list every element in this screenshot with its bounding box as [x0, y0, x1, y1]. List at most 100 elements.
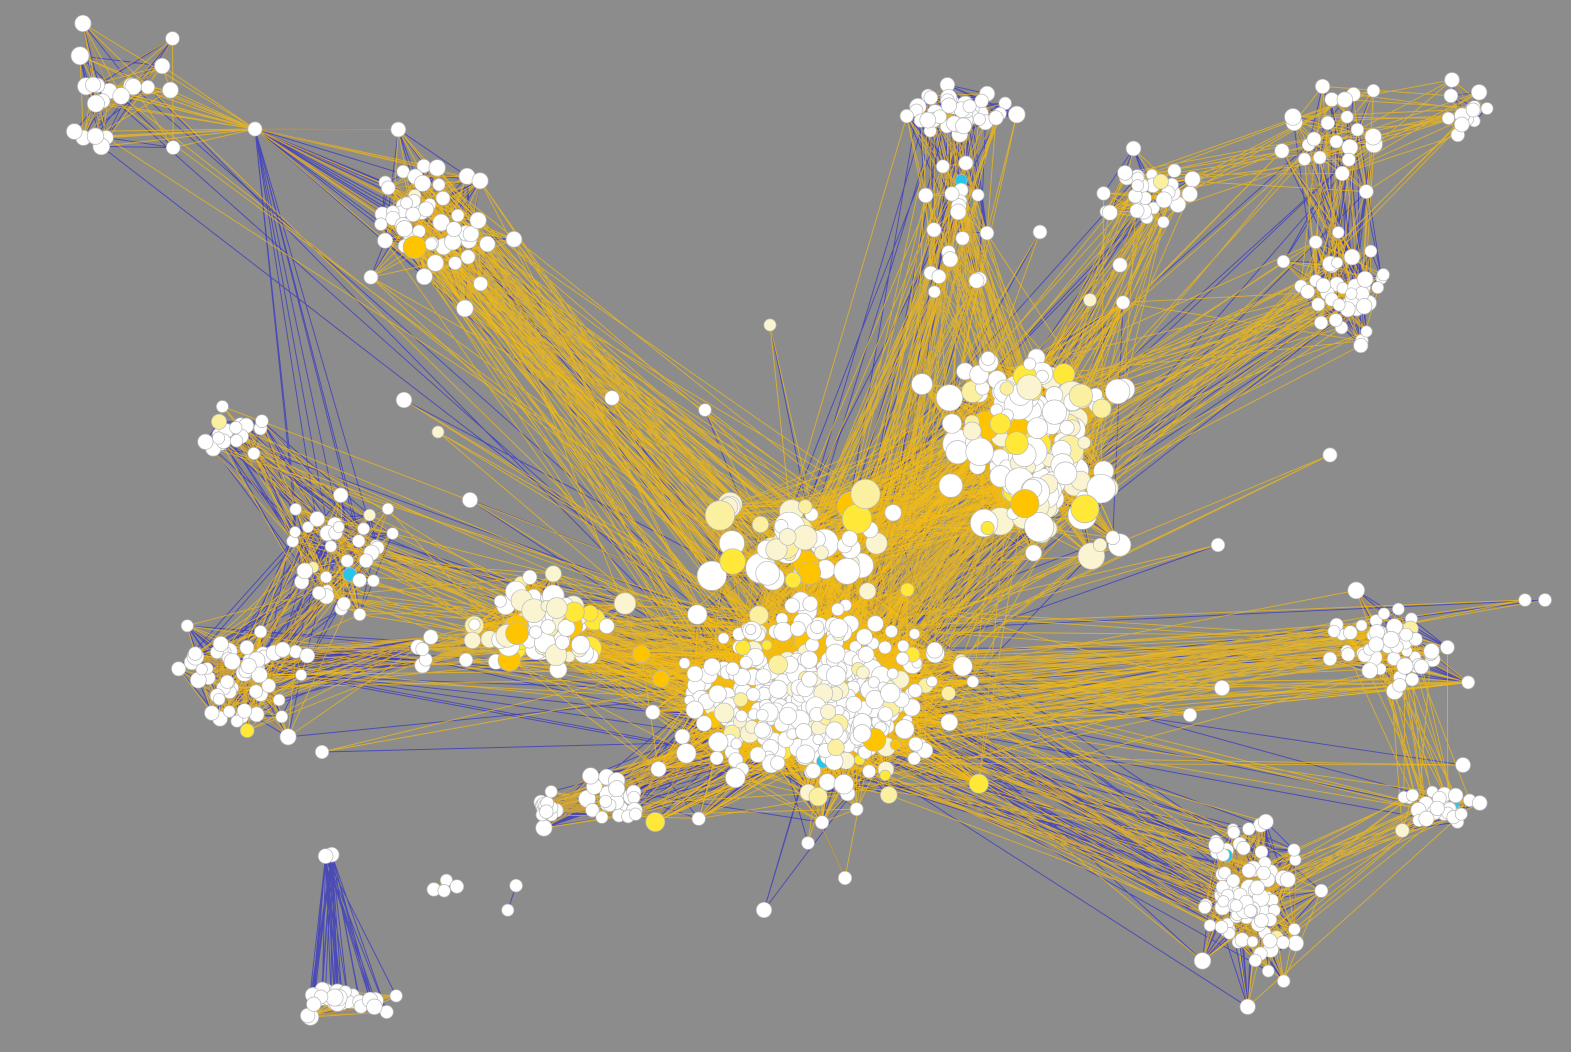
graph-node[interactable]	[463, 631, 481, 649]
graph-node[interactable]	[795, 744, 816, 765]
graph-node[interactable]	[1332, 298, 1346, 312]
graph-node[interactable]	[696, 560, 727, 591]
graph-node[interactable]	[613, 592, 637, 615]
graph-node[interactable]	[1193, 952, 1212, 970]
graph-node[interactable]	[801, 836, 815, 850]
graph-node[interactable]	[944, 186, 960, 202]
graph-node[interactable]	[317, 848, 334, 864]
graph-node[interactable]	[676, 743, 697, 764]
graph-node[interactable]	[458, 652, 474, 668]
graph-node[interactable]	[319, 571, 333, 584]
graph-node[interactable]	[428, 159, 446, 177]
graph-node[interactable]	[374, 217, 388, 231]
graph-node[interactable]	[980, 521, 995, 536]
graph-node[interactable]	[1288, 923, 1301, 936]
graph-node[interactable]	[962, 99, 977, 114]
graph-node[interactable]	[1334, 165, 1350, 182]
graph-node[interactable]	[735, 709, 748, 723]
graph-node[interactable]	[974, 93, 989, 109]
graph-node[interactable]	[1254, 913, 1269, 928]
graph-node[interactable]	[446, 221, 462, 238]
graph-node[interactable]	[462, 225, 480, 243]
graph-node[interactable]	[965, 437, 994, 466]
graph-node[interactable]	[685, 700, 704, 719]
graph-node[interactable]	[1300, 284, 1316, 300]
graph-node[interactable]	[1413, 659, 1430, 675]
graph-node[interactable]	[1277, 974, 1291, 988]
graph-node[interactable]	[1276, 935, 1290, 950]
graph-node[interactable]	[765, 538, 788, 561]
graph-node[interactable]	[1262, 933, 1278, 949]
graph-node[interactable]	[1405, 788, 1420, 802]
graph-node[interactable]	[86, 127, 104, 145]
graph-node[interactable]	[555, 634, 570, 650]
graph-node[interactable]	[841, 530, 858, 547]
graph-node[interactable]	[784, 571, 802, 589]
graph-node[interactable]	[778, 528, 797, 546]
graph-node[interactable]	[557, 619, 576, 637]
graph-node[interactable]	[423, 629, 439, 645]
graph-node[interactable]	[691, 811, 706, 826]
graph-node[interactable]	[1214, 680, 1230, 696]
graph-node[interactable]	[814, 545, 829, 561]
graph-node[interactable]	[895, 651, 910, 666]
graph-node[interactable]	[289, 526, 301, 538]
graph-node[interactable]	[395, 220, 413, 238]
graph-node[interactable]	[730, 737, 743, 750]
graph-node[interactable]	[802, 595, 819, 612]
graph-node[interactable]	[1329, 134, 1344, 149]
graph-node[interactable]	[505, 231, 523, 248]
graph-node[interactable]	[1249, 880, 1265, 896]
graph-node[interactable]	[1368, 636, 1385, 653]
graph-node[interactable]	[295, 669, 308, 681]
graph-node[interactable]	[1217, 895, 1230, 908]
graph-node[interactable]	[1167, 163, 1182, 178]
graph-node[interactable]	[469, 211, 487, 229]
graph-node[interactable]	[1096, 186, 1111, 201]
graph-node[interactable]	[1016, 374, 1043, 401]
graph-node[interactable]	[989, 413, 1011, 435]
graph-node[interactable]	[1538, 593, 1552, 607]
graph-node[interactable]	[1010, 489, 1040, 519]
graph-node[interactable]	[212, 636, 229, 652]
graph-node[interactable]	[704, 500, 736, 531]
graph-node[interactable]	[907, 751, 921, 766]
graph-node[interactable]	[66, 123, 83, 140]
graph-node[interactable]	[942, 251, 959, 268]
graph-node[interactable]	[604, 390, 620, 406]
graph-node[interactable]	[212, 431, 226, 445]
graph-node[interactable]	[1356, 270, 1374, 288]
graph-node[interactable]	[784, 597, 801, 614]
graph-node[interactable]	[501, 903, 515, 917]
graph-node[interactable]	[849, 802, 864, 816]
graph-node[interactable]	[1229, 899, 1243, 913]
graph-node[interactable]	[1239, 998, 1256, 1015]
graph-node[interactable]	[1306, 131, 1322, 147]
graph-node[interactable]	[229, 434, 244, 448]
graph-node[interactable]	[415, 642, 430, 657]
graph-node[interactable]	[1068, 383, 1093, 408]
graph-node[interactable]	[763, 318, 777, 332]
graph-node[interactable]	[299, 647, 316, 664]
graph-node[interactable]	[1361, 662, 1379, 679]
graph-node[interactable]	[432, 213, 450, 232]
graph-node[interactable]	[1392, 677, 1407, 693]
graph-node[interactable]	[539, 804, 554, 819]
graph-node[interactable]	[1336, 91, 1353, 108]
graph-node[interactable]	[949, 203, 967, 221]
graph-node[interactable]	[971, 188, 985, 202]
graph-node[interactable]	[968, 773, 989, 794]
graph-node[interactable]	[571, 635, 591, 655]
graph-node[interactable]	[1104, 378, 1131, 405]
graph-node[interactable]	[703, 657, 721, 676]
graph-node[interactable]	[911, 373, 933, 395]
graph-node[interactable]	[1376, 268, 1390, 282]
graph-node[interactable]	[1032, 224, 1048, 240]
graph-node[interactable]	[1308, 235, 1323, 249]
graph-node[interactable]	[212, 692, 226, 706]
graph-node[interactable]	[828, 618, 849, 639]
graph-node[interactable]	[894, 719, 915, 740]
graph-node[interactable]	[165, 31, 180, 46]
graph-node[interactable]	[1279, 871, 1296, 888]
graph-node[interactable]	[755, 901, 773, 919]
